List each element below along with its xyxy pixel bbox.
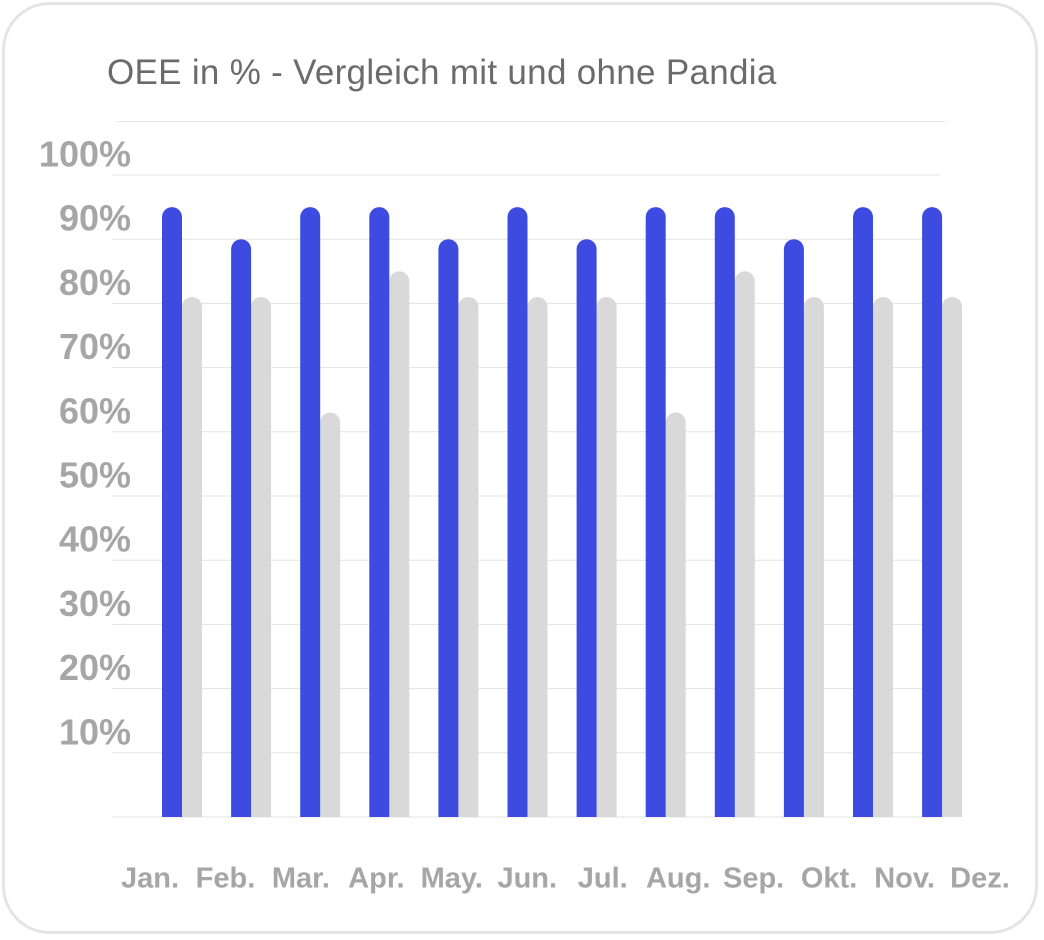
y-tick-label: 30% xyxy=(59,583,131,624)
bar-without-pandia-may xyxy=(458,296,479,818)
x-tick-label: Nov. xyxy=(874,863,935,895)
y-axis-labels: 10% 20% 30% 40% 50% 60% 70% 80% 90% 100% xyxy=(39,134,131,753)
x-axis-labels: Jan. Feb. Mar. Apr. May. Jun. Jul. Aug. Sep. Okt.… xyxy=(121,863,1010,895)
x-tick-label: Feb. xyxy=(196,863,256,895)
y-tick-label: 80% xyxy=(59,262,131,303)
bar-with-pandia-apr xyxy=(369,207,390,818)
x-tick-label: Jul. xyxy=(578,863,628,895)
y-tick-label: 40% xyxy=(59,519,131,560)
bar-without-pandia-nov xyxy=(873,296,893,818)
bar-without-pandia-jul xyxy=(596,296,617,818)
bar-without-pandia-okt xyxy=(803,296,824,818)
y-tick-label: 50% xyxy=(59,455,131,496)
y-tick-label: 20% xyxy=(59,647,131,688)
y-tick-label: 10% xyxy=(59,711,131,752)
bar-without-pandia-sep xyxy=(734,271,755,817)
x-tick-label: Jan. xyxy=(121,863,179,895)
bar-without-pandia-jun xyxy=(527,296,548,818)
x-tick-label: Dez. xyxy=(950,863,1010,895)
bar-with-pandia-jun xyxy=(507,207,528,818)
y-tick-label: 60% xyxy=(59,390,131,431)
bar-without-pandia-dez xyxy=(942,296,963,818)
bar-with-pandia-nov xyxy=(853,207,873,818)
x-tick-label: Jun. xyxy=(497,863,557,895)
bar-with-pandia-aug xyxy=(645,207,666,818)
x-tick-label: Mar. xyxy=(272,863,330,895)
y-tick-label: 90% xyxy=(59,198,131,239)
bar-with-pandia-okt xyxy=(783,239,804,817)
bar-without-pandia-aug xyxy=(665,412,686,817)
bar-with-pandia-may xyxy=(438,239,459,817)
bar-with-pandia-jul xyxy=(576,239,597,817)
x-tick-label: Okt. xyxy=(801,863,857,895)
bar-without-pandia-apr xyxy=(389,271,410,817)
y-tick-label: 100% xyxy=(39,134,131,175)
bar-with-pandia-mar xyxy=(300,207,321,817)
title-divider xyxy=(117,121,945,122)
bar-without-pandia-mar xyxy=(320,412,341,817)
x-tick-label: Sep. xyxy=(723,863,784,895)
bar-with-pandia-sep xyxy=(714,207,735,818)
bar-with-pandia-jan xyxy=(162,207,182,818)
bar-without-pandia-jan xyxy=(182,296,202,818)
bars xyxy=(162,207,963,818)
bar-with-pandia-dez xyxy=(922,207,943,818)
x-tick-label: May. xyxy=(421,863,483,895)
x-tick-label: Aug. xyxy=(646,863,710,895)
bar-with-pandia-feb xyxy=(231,239,252,817)
x-tick-label: Apr. xyxy=(348,863,404,895)
bar-without-pandia-feb xyxy=(251,296,272,818)
y-tick-label: 70% xyxy=(59,326,131,367)
chart-title: OEE in % - Vergleich mit und ohne Pandia xyxy=(107,53,777,92)
